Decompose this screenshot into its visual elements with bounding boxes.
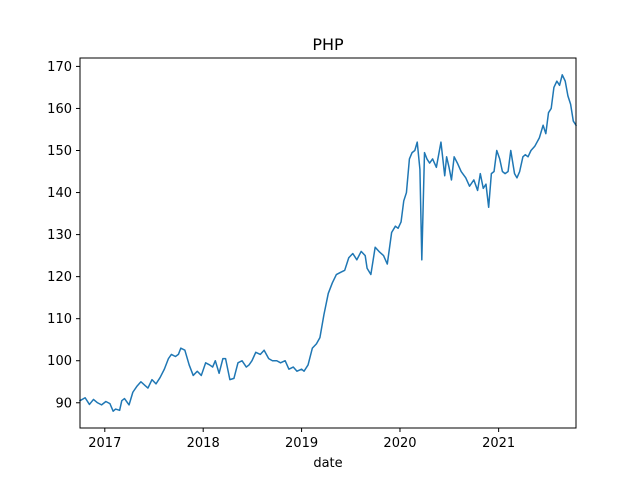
y-tick-label: 170 xyxy=(47,60,72,75)
plot-frame xyxy=(79,57,577,429)
tick-layer: 2017 2018 2019 2020 2021 90 100 110 120 130 140 150… xyxy=(47,60,515,451)
x-tick-label: 2018 xyxy=(187,436,220,451)
x-axis-label: date xyxy=(313,456,342,471)
y-tick-label: 90 xyxy=(55,396,72,411)
series-line xyxy=(78,74,578,412)
series-layer xyxy=(78,74,578,412)
y-tick-label: 140 xyxy=(47,186,72,201)
x-tick-label: 2017 xyxy=(88,436,121,451)
y-tick-label: 150 xyxy=(47,144,72,159)
y-tick-label: 100 xyxy=(47,354,72,369)
x-tick-label: 2019 xyxy=(285,436,318,451)
y-tick-label: 130 xyxy=(47,228,72,243)
y-tick-label: 120 xyxy=(47,270,72,285)
y-tick-label: 160 xyxy=(47,102,72,117)
y-tick-label: 110 xyxy=(47,312,72,327)
chart-title: PHP xyxy=(312,35,344,54)
x-tick-label: 2021 xyxy=(482,436,515,451)
x-tick-label: 2020 xyxy=(383,436,416,451)
